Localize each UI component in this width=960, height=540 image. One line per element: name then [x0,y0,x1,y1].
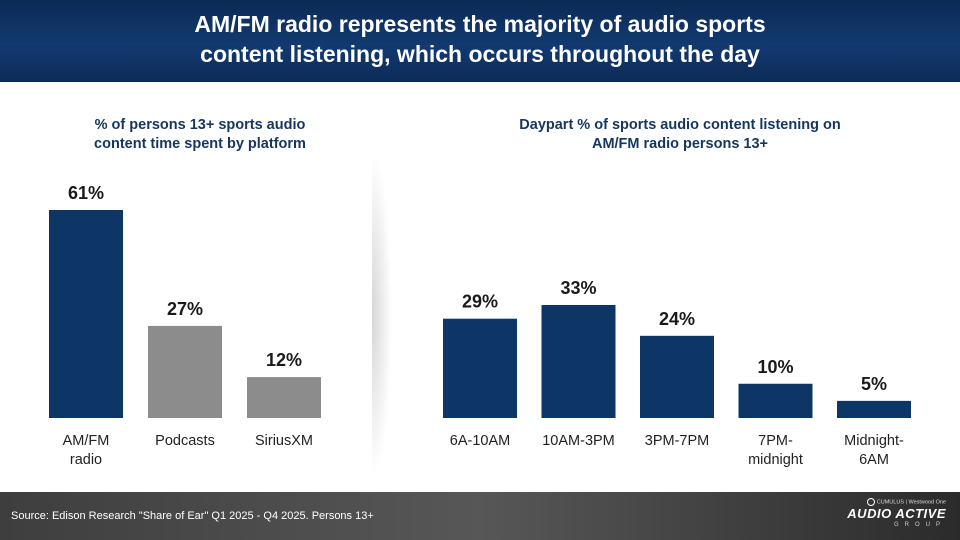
cumulus-logo-icon [866,498,875,506]
bar-charts: 61% AM/FM radio 27% Podcasts 12% SiriusXM 29% 6A… [49,183,911,468]
daypart-category-label-5-line-1: Midnight- [844,433,904,449]
page-title-line-1: AM/FM radio represents the majority of a… [194,11,766,37]
platform-value-label-3: 12% [266,350,302,370]
platform-category-label-1-line-2: radio [70,452,102,468]
page-title-line-2: content listening, which occurs througho… [200,41,760,67]
logo-westwood-one: Westwood One [908,499,946,506]
daypart-category-label-4-line-1: 7PM- [758,433,793,449]
platform-category-label-2: Podcasts [155,433,215,449]
platform-bar-2 [148,325,222,418]
daypart-value-label-1: 29% [462,292,498,312]
audio-active-group-logo: CUMULUS | Westwood One AUDIO ACTIVE GROU… [806,498,946,534]
daypart-category-label-5-line-2: 6AM [859,452,889,468]
daypart-category-label-4-line-2: midnight [748,452,803,468]
left-chart-title-line-1: % of persons 13+ sports audio [94,117,306,133]
platform-value-label-1: 61% [68,183,104,203]
logo-sub-text: GROUP [893,522,946,529]
platform-bar-3 [247,377,321,418]
daypart-value-label-3: 24% [659,309,695,329]
daypart-value-label-2: 33% [560,278,596,298]
daypart-bar-3 [640,335,714,418]
right-chart-title-line-2: AM/FM radio persons 13+ [591,136,769,152]
daypart-bar-1 [443,318,517,418]
daypart-category-label-2: 10AM-3PM [542,433,615,449]
daypart-category-label-1: 6A-10AM [450,433,510,449]
source-note: Source: Edison Research "Share of Ear" Q… [11,510,374,522]
platform-category-label-3: SiriusXM [255,433,313,449]
daypart-bar-2 [541,305,616,418]
daypart-category-label-3: 3PM-7PM [645,433,709,449]
left-chart-title-line-2: content time spent by platform [94,136,306,152]
platform-value-label-2: 27% [167,299,203,319]
daypart-value-label-4: 10% [757,357,793,377]
panel-divider [372,150,392,480]
right-chart-title-line-1: Daypart % of sports audio content listen… [519,117,841,133]
right-chart-title: Daypart % of sports audio content listen… [470,116,890,154]
logo-cumulus: CUMULUS [876,499,904,506]
footer-bar: Source: Edison Research "Share of Ear" Q… [0,492,960,540]
daypart-bar-5 [837,400,911,418]
logo-top-row: CUMULUS | Westwood One [806,498,946,506]
daypart-bar-4 [738,383,813,418]
daypart-value-label-5: 5% [861,374,887,394]
platform-bar-1 [49,210,123,418]
left-chart-title: % of persons 13+ sports audio content ti… [40,116,360,154]
platform-category-label-1-line-1: AM/FM [63,433,110,449]
logo-main-text: AUDIO ACTIVE [847,506,946,522]
title-banner: AM/FM radio represents the majority of a… [0,0,960,82]
